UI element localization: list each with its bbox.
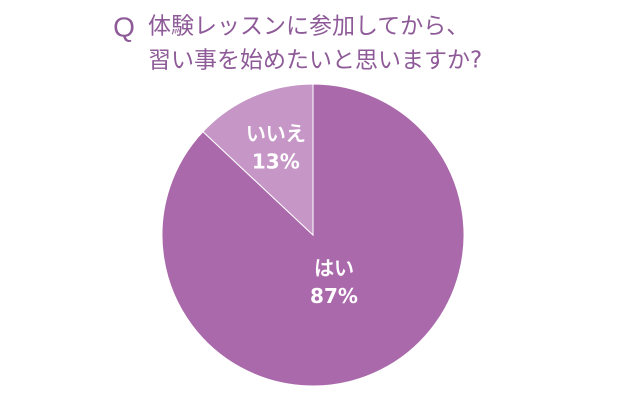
value-label: 13% — [252, 150, 300, 174]
chart-title: 体験レッスンに参加してから、 — [148, 14, 469, 40]
pie-slice — [202, 83, 314, 237]
pie-slice — [161, 83, 465, 387]
chart-title: 習い事を始めたいと思いますか? — [148, 48, 482, 74]
value-label: 87% — [310, 284, 358, 308]
slice-label: いいえ — [246, 122, 306, 146]
slice-label: はい — [314, 256, 354, 280]
question-icon: Q — [113, 11, 135, 42]
